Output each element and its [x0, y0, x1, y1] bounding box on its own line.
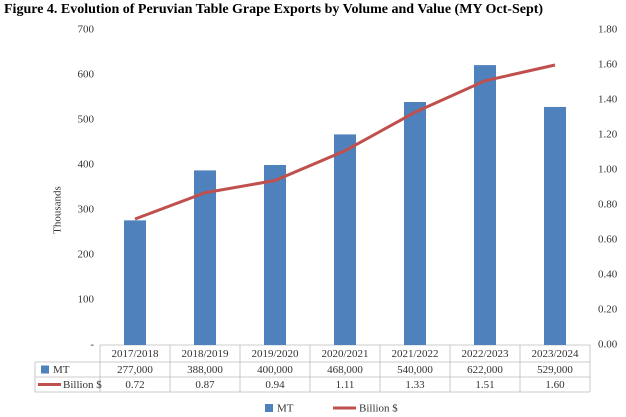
x-tick-label: 2018/2019 — [181, 348, 229, 360]
yticks-label: 700 — [78, 24, 95, 36]
table-value: 277,000 — [117, 364, 153, 376]
x-tick-label: 2022/2023 — [461, 348, 509, 360]
legend-key — [265, 404, 273, 412]
y2ticks-label: 1.60 — [598, 59, 618, 71]
table-value: 1.11 — [336, 379, 355, 391]
table-value: 1.60 — [545, 379, 565, 391]
table-value: 400,000 — [257, 364, 293, 376]
y2ticks-label: 1.00 — [598, 164, 618, 176]
yticks-label: - — [90, 339, 94, 351]
x-tick-label: 2023/2024 — [531, 348, 579, 360]
x-tick-label: 2020/2021 — [321, 348, 368, 360]
yticks-label: 400 — [78, 159, 95, 171]
y2ticks-label: 1.20 — [598, 129, 618, 141]
table-series-name: Billion $ — [63, 379, 102, 391]
table-value: 1.51 — [475, 379, 494, 391]
table-value: 622,000 — [467, 364, 503, 376]
bar — [404, 102, 426, 345]
chart-title: Figure 4. Evolution of Peruvian Table Gr… — [4, 2, 543, 17]
x-tick-label: 2017/2018 — [111, 348, 159, 360]
table-value: 0.94 — [265, 379, 285, 391]
y2ticks-label: 1.80 — [598, 24, 618, 36]
legend-key — [41, 365, 49, 374]
y-axis-label: Thousands — [52, 186, 64, 234]
bar — [264, 165, 286, 345]
yticks-label: 300 — [78, 204, 95, 216]
bar — [124, 220, 146, 345]
y2ticks-label: 0.40 — [598, 269, 618, 281]
line — [134, 63, 556, 221]
table-value: 0.87 — [195, 379, 215, 391]
x-tick-label: 2021/2022 — [391, 348, 438, 360]
y2ticks-label: 1.40 — [598, 94, 618, 106]
bar — [334, 134, 356, 345]
y2ticks-label: 0.80 — [598, 199, 618, 211]
bar — [544, 106, 566, 345]
y2ticks-label: 0.60 — [598, 234, 618, 246]
yticks-label: 100 — [78, 294, 95, 306]
y2ticks-label: 0.00 — [598, 339, 618, 351]
table-value: 468,000 — [327, 364, 363, 376]
legend-label: MT — [277, 403, 294, 415]
bar — [194, 170, 216, 345]
x-tick-label: 2019/2020 — [251, 348, 299, 360]
table-value: 388,000 — [187, 364, 223, 376]
table-value: 540,000 — [397, 364, 433, 376]
yticks-label: 200 — [78, 249, 95, 261]
table-value: 1.33 — [405, 379, 425, 391]
table-series-name: MT — [53, 364, 70, 376]
legend-label: Billion $ — [359, 403, 398, 415]
yticks-label: 500 — [78, 114, 95, 126]
table-value: 529,000 — [537, 364, 573, 376]
table-value: 0.72 — [125, 379, 144, 391]
yticks-label: 600 — [78, 69, 95, 81]
bar — [474, 65, 496, 345]
y2ticks-label: 0.20 — [598, 304, 618, 316]
